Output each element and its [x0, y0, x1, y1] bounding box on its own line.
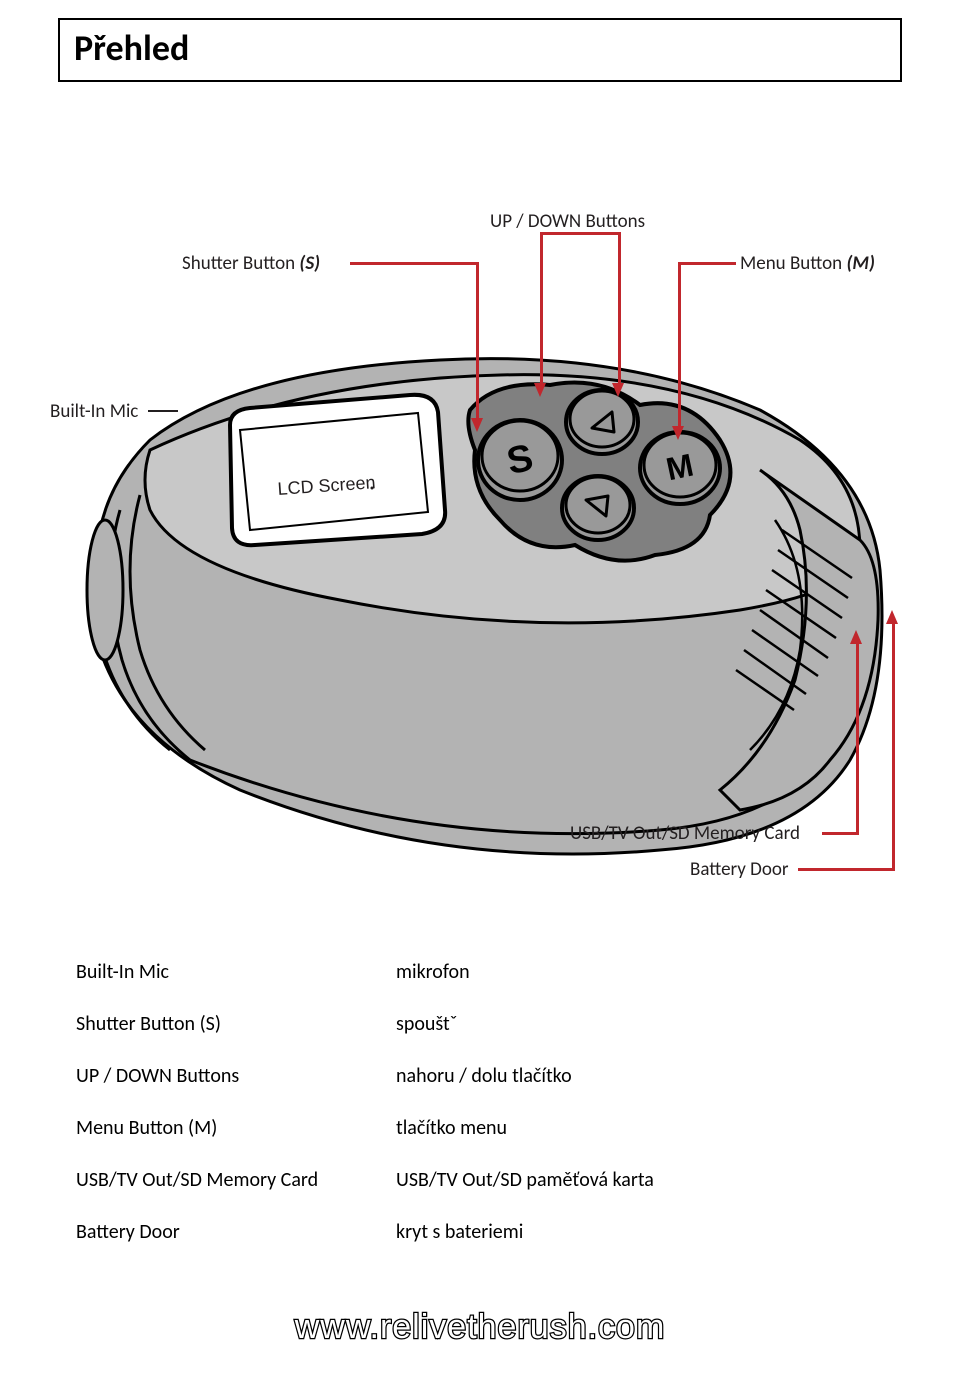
arrow-ud-head2 [612, 383, 624, 397]
footer-logo-svg: www.relivetherush.com [220, 1306, 740, 1350]
callout-shutter-bold: (S) [299, 252, 320, 275]
device-diagram: S M LCD Screen Built-In Mic Shutter Butt… [40, 150, 920, 910]
cell-cz: nahoru / dolu tlačítko [396, 1064, 884, 1088]
callout-shutter-button: Shutter Button (S) [182, 252, 320, 275]
footer-logo: www.relivetherush.com [0, 1306, 960, 1355]
callout-usb-sd: USB/TV Out/SD Memory Card [570, 822, 800, 845]
arrow-usb-h [822, 832, 858, 835]
table-row: UP / DOWN Buttons nahoru / dolu tlačítko [76, 1064, 884, 1088]
cell-en: UP / DOWN Buttons [76, 1064, 396, 1088]
cell-en: Battery Door [76, 1220, 396, 1244]
arrow-shutter-h [350, 262, 478, 265]
arrow-shutter-v [476, 262, 479, 422]
cell-cz: mikrofon [396, 960, 884, 984]
arrow-bat-head [886, 610, 898, 624]
cell-cz: kryt s bateriemi [396, 1220, 884, 1244]
arrow-menu-v [678, 262, 681, 430]
cell-en: Built-In Mic [76, 960, 396, 984]
footer-url: www.relivetherush.com [294, 1308, 666, 1346]
arrow-ud-v1 [540, 232, 543, 387]
callout-built-in-mic: Built-In Mic [50, 400, 138, 423]
cell-en: USB/TV Out/SD Memory Card [76, 1168, 396, 1192]
arrow-ud-head1 [534, 383, 546, 397]
arrow-menu-h [678, 262, 736, 265]
cell-en: Shutter Button (S) [76, 1012, 396, 1036]
arrow-usb-head [850, 630, 862, 644]
arrow-menu-head [672, 426, 684, 440]
arrow-bat-v [892, 622, 895, 871]
cell-cz: spouštˇ [396, 1012, 884, 1036]
translation-table: Built-In Mic mikrofon Shutter Button (S)… [76, 960, 884, 1272]
arrow-ud-v2 [618, 232, 621, 387]
cell-cz: USB/TV Out/SD paměťová karta [396, 1168, 884, 1192]
arrow-shutter-head [471, 418, 483, 432]
callout-battery-door: Battery Door [690, 858, 789, 881]
table-row: Built-In Mic mikrofon [76, 960, 884, 984]
table-row: USB/TV Out/SD Memory Card USB/TV Out/SD … [76, 1168, 884, 1192]
page-title: Přehled [74, 26, 886, 70]
callout-shutter-pre: Shutter Button [182, 252, 299, 275]
callout-menu-pre: Menu Button [740, 252, 846, 275]
arrow-usb-v [856, 642, 859, 835]
table-row: Menu Button (M) tlačítko menu [76, 1116, 884, 1140]
arrow-ud-top [540, 232, 620, 235]
arrow-bat-h [798, 868, 894, 871]
callout-updown: UP / DOWN Buttons [490, 210, 645, 233]
cell-en: Menu Button (M) [76, 1116, 396, 1140]
cell-cz: tlačítko menu [396, 1116, 884, 1140]
callout-menu-button: Menu Button (M) [740, 252, 875, 275]
callout-menu-bold: (M) [846, 252, 874, 275]
table-row: Shutter Button (S) spouštˇ [76, 1012, 884, 1036]
title-box: Přehled [58, 18, 902, 82]
table-row: Battery Door kryt s bateriemi [76, 1220, 884, 1244]
leader-mic [148, 410, 178, 412]
